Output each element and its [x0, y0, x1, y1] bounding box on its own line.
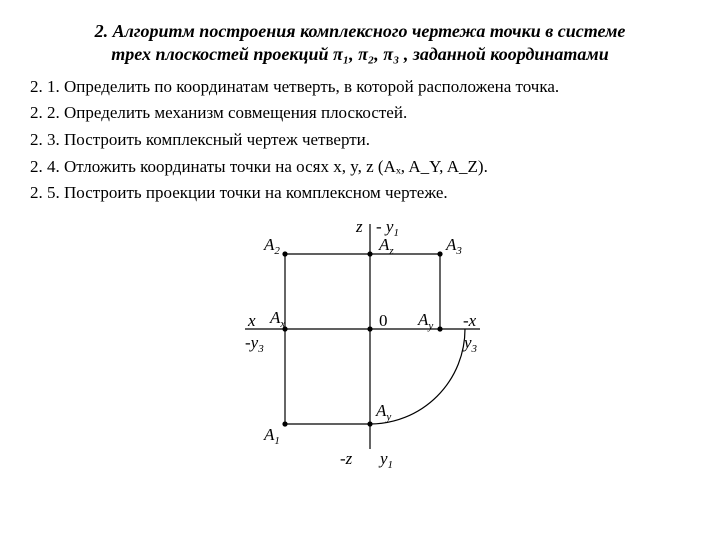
item-3: 2. 3. Построить комплексный чертеж четве…: [30, 128, 690, 153]
svg-text:A1: A1: [263, 425, 280, 447]
item-5: 2. 5. Построить проекции точки на компле…: [30, 181, 690, 206]
svg-text:-z: -z: [340, 449, 353, 468]
svg-text:0: 0: [379, 311, 388, 330]
title-line-2: трех плоскостей проекций π₁, π₂, π₃ , за…: [30, 43, 690, 66]
title-line-1: 2. Алгоритм построения комплексного черт…: [30, 20, 690, 43]
diagram-container: A2 Az A3 Ax Ay 0 A1 Ay z - y1 x -x -y3 y3 -z y1: [30, 214, 690, 494]
svg-text:z: z: [355, 217, 363, 236]
svg-text:Az: Az: [378, 235, 394, 257]
projection-diagram: A2 Az A3 Ax Ay 0 A1 Ay z - y1 x -x -y3 y3 -z y1: [190, 214, 530, 494]
svg-text:Ay: Ay: [375, 401, 391, 423]
svg-text:x: x: [247, 311, 256, 330]
svg-text:-x: -x: [463, 311, 477, 330]
svg-text:-y3: -y3: [245, 333, 264, 355]
item-1: 2. 1. Определить по координатам четверть…: [30, 75, 690, 100]
item-2: 2. 2. Определить механизм совмещения пло…: [30, 101, 690, 126]
svg-text:A2: A2: [263, 235, 280, 257]
svg-text:Ay: Ay: [417, 310, 433, 332]
svg-text:A3: A3: [445, 235, 462, 257]
svg-text:Ax: Ax: [269, 308, 285, 330]
svg-text:y3: y3: [462, 333, 478, 355]
item-4: 2. 4. Отложить координаты точки на осях …: [30, 155, 690, 180]
svg-text:y1: y1: [378, 449, 393, 471]
svg-text:- y1: - y1: [376, 217, 399, 239]
